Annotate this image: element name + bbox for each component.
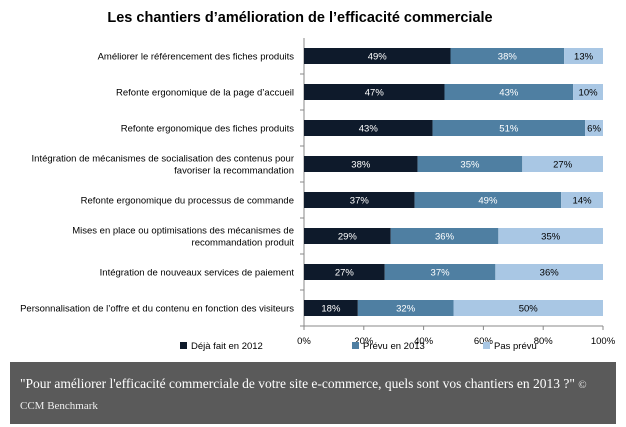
plot-area: 0% 20% 40% 60% 80% 100% Améliorer le référence… bbox=[20, 38, 616, 347]
bar-segment bbox=[304, 192, 415, 208]
bar-segment bbox=[564, 48, 603, 64]
x-tick-label: 80% bbox=[534, 336, 554, 347]
bar-segment bbox=[417, 156, 523, 172]
data-label: 14% bbox=[573, 196, 593, 207]
bar-segment bbox=[304, 156, 418, 172]
category-label: Intégration de nouveaux services de paie… bbox=[100, 268, 295, 279]
category-label: Mises en place ou optimisations des méca… bbox=[72, 226, 294, 237]
data-label: 51% bbox=[499, 124, 519, 135]
category-label-line: favoriser la recommandation bbox=[174, 166, 294, 177]
bar-segment bbox=[561, 192, 603, 208]
bar-segment bbox=[304, 84, 445, 100]
bar-segment bbox=[304, 48, 451, 64]
bar-segment bbox=[498, 228, 603, 244]
data-label: 38% bbox=[498, 52, 518, 63]
legend-label: Pas prévu bbox=[494, 341, 537, 352]
data-label: 36% bbox=[435, 232, 455, 243]
caption-box: "Pour améliorer l'efficacité commerciale… bbox=[10, 362, 616, 424]
bar-segment bbox=[304, 120, 433, 136]
bar-segment bbox=[357, 300, 454, 316]
x-tick-label: 0% bbox=[297, 336, 311, 347]
data-label: 6% bbox=[587, 124, 601, 135]
category-label: Intégration de mécanismes de socialisati… bbox=[32, 154, 294, 165]
bar-segment bbox=[585, 120, 603, 136]
x-tick-label: 100% bbox=[591, 336, 616, 347]
legend-swatch bbox=[180, 342, 187, 349]
caption-source: © CCM Benchmark bbox=[20, 379, 587, 412]
bar-segment bbox=[414, 192, 562, 208]
bar-segment bbox=[522, 156, 603, 172]
data-label: 38% bbox=[351, 160, 371, 171]
x-tick-label: 20% bbox=[354, 336, 374, 347]
x-tick-label: 60% bbox=[474, 336, 494, 347]
category-label: Personnalisation de l’offre et du conten… bbox=[20, 304, 294, 315]
data-label: 35% bbox=[541, 232, 561, 243]
bar-segment bbox=[450, 48, 565, 64]
data-label: 37% bbox=[350, 196, 370, 207]
bar-segment bbox=[384, 264, 496, 280]
legend-swatch bbox=[352, 342, 359, 349]
legend: Déjà fait en 2012 Prévu en 2013 Pas prévu bbox=[180, 341, 537, 352]
bar-segment bbox=[304, 300, 358, 316]
data-label: 35% bbox=[460, 160, 480, 171]
bar-segment bbox=[573, 84, 603, 100]
category-label: Refonte ergonomique des fiches produits bbox=[121, 124, 294, 135]
data-label: 47% bbox=[365, 88, 385, 99]
bar-segment bbox=[432, 120, 586, 136]
data-label: 29% bbox=[338, 232, 358, 243]
x-tick-label: 40% bbox=[414, 336, 434, 347]
bar-segment bbox=[444, 84, 574, 100]
bar-segment bbox=[304, 264, 385, 280]
data-label: 43% bbox=[359, 124, 379, 135]
chart-title: Les chantiers d’amélioration de l’effica… bbox=[107, 10, 492, 26]
legend-label: Prévu en 2013 bbox=[363, 341, 425, 352]
data-label: 10% bbox=[579, 88, 599, 99]
bar-segment bbox=[453, 300, 603, 316]
data-label: 13% bbox=[574, 52, 594, 63]
category-label: Améliorer le référencement des fiches pr… bbox=[98, 52, 295, 63]
data-label: 43% bbox=[499, 88, 519, 99]
data-label: 18% bbox=[321, 304, 341, 315]
chart: Les chantiers d’amélioration de l’effica… bbox=[20, 10, 616, 352]
data-label: 27% bbox=[553, 160, 573, 171]
data-label: 37% bbox=[431, 268, 451, 279]
category-label-line: recommandation produit bbox=[192, 238, 295, 249]
category-label: Refonte ergonomique du processus de comm… bbox=[81, 196, 294, 207]
bar-segment bbox=[390, 228, 499, 244]
bar-segment bbox=[495, 264, 603, 280]
bar-segment bbox=[304, 228, 391, 244]
data-label: 49% bbox=[478, 196, 498, 207]
caption-text: "Pour améliorer l'efficacité commerciale… bbox=[20, 376, 575, 391]
data-label: 49% bbox=[368, 52, 388, 63]
data-label: 50% bbox=[519, 304, 539, 315]
data-label: 27% bbox=[335, 268, 355, 279]
category-label: Refonte ergonomique de la page d’accueil bbox=[116, 88, 294, 99]
legend-label: Déjà fait en 2012 bbox=[191, 341, 263, 352]
data-label: 32% bbox=[396, 304, 416, 315]
data-label: 36% bbox=[540, 268, 560, 279]
legend-swatch bbox=[483, 342, 490, 349]
